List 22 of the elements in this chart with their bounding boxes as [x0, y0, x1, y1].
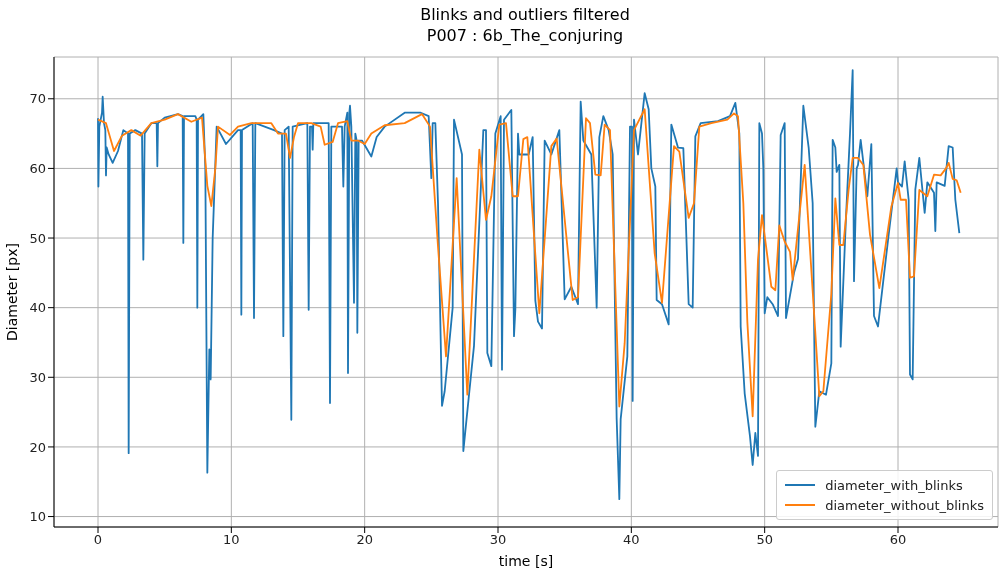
- x-tick-label: 50: [756, 532, 773, 548]
- y-tick-label: 70: [29, 91, 46, 107]
- x-tick-label: 20: [356, 532, 373, 548]
- y-tick-label: 30: [29, 369, 46, 385]
- y-tick-label: 40: [29, 300, 46, 316]
- y-tick-label: 50: [29, 230, 46, 246]
- y-axis-title: Diameter [px]: [4, 243, 20, 341]
- legend-label: diameter_with_blinks: [825, 477, 963, 493]
- x-tick-label: 40: [623, 532, 640, 548]
- x-tick-label: 10: [223, 532, 240, 548]
- x-tick-label: 60: [889, 532, 907, 548]
- chart-title: Blinks and outliers filtered: [419, 4, 631, 25]
- x-axis-title: time [s]: [498, 553, 554, 568]
- x-tick-label: 30: [489, 532, 507, 548]
- chart-subtitle: P007 : 6b_The_conjuring: [425, 25, 625, 46]
- legend-label: diameter_without_blinks: [825, 497, 984, 513]
- x-tick-label: 0: [93, 532, 103, 548]
- y-tick-label: 10: [29, 509, 46, 525]
- y-tick-label: 20: [29, 439, 46, 455]
- line-series: [97, 69, 961, 501]
- y-tick-label: 60: [29, 161, 46, 177]
- line-series: [97, 108, 962, 418]
